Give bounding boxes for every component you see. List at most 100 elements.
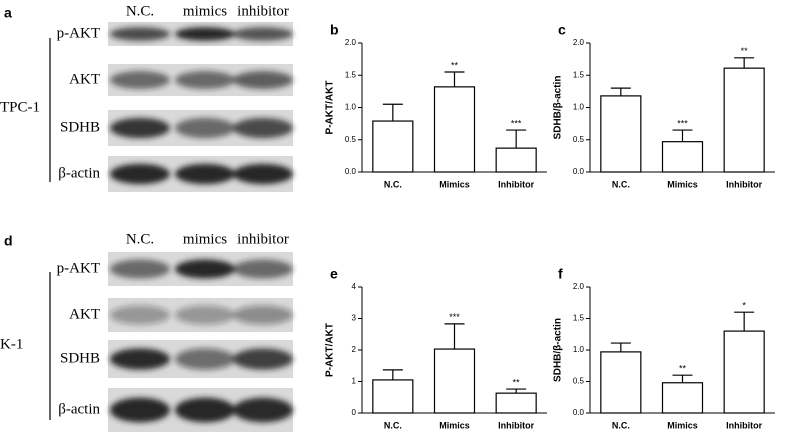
band	[233, 305, 293, 325]
y-tick-label: 0.0	[345, 167, 357, 176]
x-tick-label: Mimics	[667, 420, 698, 430]
y-axis-label: P-AKT/AKT	[325, 81, 336, 135]
panel-letter: f	[558, 266, 563, 282]
bar	[723, 67, 765, 173]
band	[110, 117, 170, 139]
significance-label: *	[742, 301, 746, 311]
error-bar	[444, 323, 465, 350]
protein-label: AKT	[69, 306, 100, 322]
significance-label: **	[513, 377, 521, 387]
protein-label: β-actin	[58, 165, 100, 181]
band	[233, 117, 293, 139]
band	[110, 27, 170, 41]
band-group	[110, 397, 293, 423]
y-tick-label: 1.5	[345, 70, 357, 79]
band	[233, 27, 293, 41]
bar	[600, 95, 642, 173]
bar	[372, 120, 414, 173]
band-group	[110, 163, 293, 185]
panel-letter: c	[558, 22, 566, 38]
panel-letter: d	[4, 233, 13, 249]
y-axis-label: SDHB/β-actin	[553, 318, 564, 382]
error-bar	[610, 342, 631, 352]
x-tick-label: Mimics	[439, 179, 470, 189]
y-tick-label: 0.0	[573, 408, 585, 417]
band	[175, 163, 235, 185]
error-bar	[506, 129, 527, 149]
band	[175, 117, 235, 139]
y-tick-label: 1.0	[345, 103, 357, 112]
bar	[661, 382, 704, 414]
y-tick-label: 1.5	[573, 314, 585, 323]
lane-label: mimics	[183, 3, 227, 19]
significance-label: ***	[449, 312, 460, 322]
y-tick-label: 2.0	[573, 282, 585, 291]
band	[233, 348, 293, 370]
y-tick-label: 1.5	[573, 70, 585, 79]
significance-label: **	[741, 46, 749, 56]
protein-label: p-AKT	[57, 25, 100, 41]
lane-label: mimics	[183, 231, 227, 247]
x-tick-label: N.C.	[612, 420, 630, 430]
band	[110, 348, 170, 370]
protein-label: SDHB	[60, 350, 100, 366]
band	[110, 259, 170, 279]
band	[233, 397, 293, 423]
y-tick-label: 2.0	[345, 38, 357, 47]
bar	[433, 348, 476, 414]
y-tick-label: 4	[352, 282, 357, 291]
band	[175, 348, 235, 370]
error-bar	[382, 369, 403, 380]
y-tick-label: 0.5	[573, 135, 585, 144]
error-bar	[444, 71, 465, 87]
y-tick-label: 2	[352, 345, 357, 354]
band-group	[110, 117, 293, 139]
cell-line-label: K-1	[0, 336, 23, 352]
x-tick-label: N.C.	[384, 420, 402, 430]
significance-label: **	[679, 364, 687, 374]
bar	[495, 147, 537, 173]
x-tick-label: Inhibitor	[498, 420, 534, 430]
y-tick-label: 1.0	[573, 345, 585, 354]
y-tick-label: 0.0	[573, 167, 585, 176]
bar	[372, 379, 414, 414]
band	[175, 259, 235, 279]
panel-letter: a	[4, 5, 12, 21]
x-tick-label: Mimics	[667, 179, 698, 189]
x-tick-label: Mimics	[439, 420, 470, 430]
error-bar	[672, 129, 693, 142]
x-tick-label: Inhibitor	[726, 420, 762, 430]
band-group	[110, 259, 293, 279]
band	[110, 163, 170, 185]
bar	[723, 330, 765, 414]
error-bar	[734, 311, 755, 332]
error-bar	[506, 388, 527, 394]
band-group	[110, 71, 293, 89]
y-axis-label: SDHB/β-actin	[553, 76, 564, 140]
band	[175, 305, 235, 325]
lane-label: N.C.	[126, 231, 154, 247]
x-tick-label: N.C.	[384, 179, 402, 189]
band-group	[110, 305, 293, 325]
band	[233, 71, 293, 89]
significance-label: ***	[677, 118, 688, 128]
band	[175, 27, 235, 41]
x-tick-label: N.C.	[612, 179, 630, 189]
band	[110, 305, 170, 325]
bar	[600, 351, 642, 414]
band	[175, 71, 235, 89]
y-axis-label: P-AKT/AKT	[325, 323, 336, 377]
error-bar	[672, 374, 693, 383]
x-tick-label: Inhibitor	[726, 179, 762, 189]
error-bar	[382, 103, 403, 122]
band	[233, 163, 293, 185]
bar	[495, 392, 537, 414]
protein-label: SDHB	[60, 119, 100, 135]
band-group	[110, 348, 293, 370]
significance-label: ***	[511, 118, 522, 128]
y-tick-label: 0	[352, 408, 357, 417]
band	[110, 71, 170, 89]
protein-label: AKT	[69, 71, 100, 87]
